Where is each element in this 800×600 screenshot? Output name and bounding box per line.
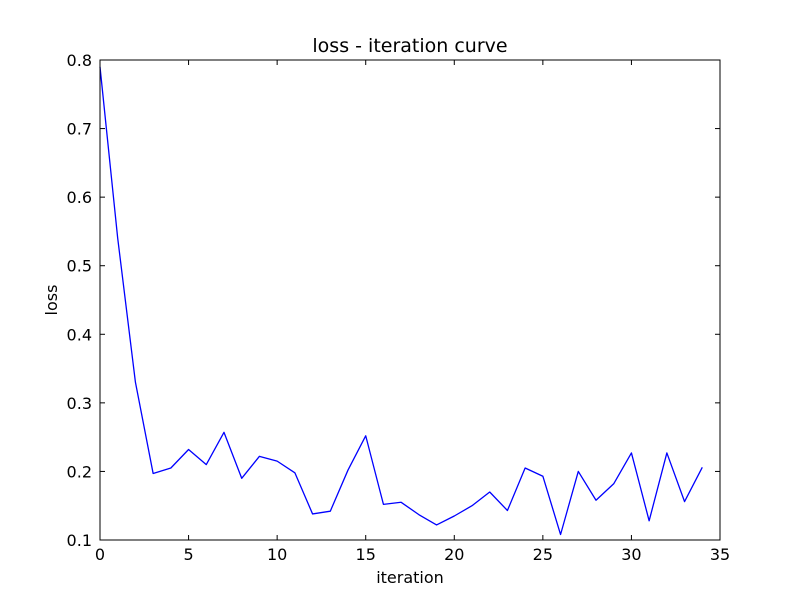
- x-axis-title: iteration: [376, 568, 444, 587]
- x-tick-label: 20: [444, 545, 464, 564]
- x-tick-label: 10: [267, 545, 287, 564]
- x-tick-label: 5: [183, 545, 193, 564]
- x-tick-label: 35: [710, 545, 730, 564]
- x-tick-label: 15: [356, 545, 376, 564]
- y-tick-label: 0.5: [67, 257, 92, 276]
- x-tick-label: 30: [621, 545, 641, 564]
- y-tick-label: 0.4: [67, 325, 92, 344]
- y-tick-label: 0.7: [67, 120, 92, 139]
- y-tick-label: 0.6: [67, 188, 92, 207]
- x-tick-label: 0: [95, 545, 105, 564]
- series-line-0: [99, 66, 703, 536]
- y-axis-title: loss: [42, 285, 61, 316]
- chart-title: loss - iteration curve: [312, 35, 507, 57]
- axis-ticks: 0 5 10 15 20 25 30 35 0.1 0.2 0.3 0.4 0.5 0.6 0.7 0.8: [67, 51, 731, 564]
- x-tick-label: 25: [533, 545, 553, 564]
- plot-area: [99, 59, 721, 541]
- y-tick-label: 0.3: [67, 394, 92, 413]
- plot-frame: [99, 59, 721, 541]
- y-tick-label: 0.1: [67, 531, 92, 550]
- y-tick-label: 0.2: [67, 462, 92, 481]
- y-tick-label: 0.8: [67, 51, 92, 70]
